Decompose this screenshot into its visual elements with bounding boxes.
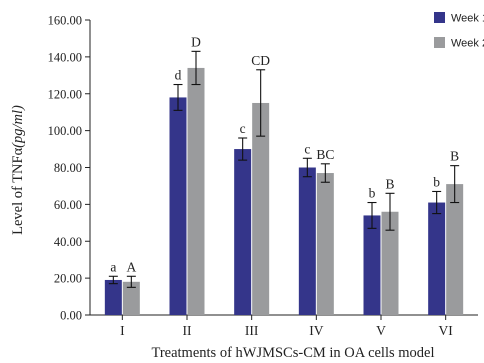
y-axis: 0.00 20.00 40.00 60.00 80.00 100.00 120.00 140.… (48, 14, 91, 323)
error-bar (385, 192, 395, 231)
legend-swatch-week-2 (434, 37, 445, 48)
bar-week-2-I (122, 281, 140, 315)
y-tick-label: 160.00 (48, 14, 82, 28)
bar-week-1-III (234, 149, 252, 315)
legend: Week 1 Week 2 (434, 12, 484, 50)
y-tick-label: 100.00 (48, 124, 82, 138)
significance-label: CD (251, 53, 270, 68)
error-bar (238, 137, 248, 161)
error-bar (450, 165, 460, 204)
error-bar (320, 163, 330, 183)
y-tick-label: 60.00 (54, 198, 82, 212)
x-axis: I II III IV V VI (90, 314, 478, 338)
bar-week-2-II (187, 67, 205, 315)
x-tick-label: VI (439, 323, 454, 338)
y-axis-title-prefix: Level of TNFα (10, 147, 26, 234)
bar-week-2-V (381, 211, 399, 315)
y-tick-label: 40.00 (54, 235, 82, 249)
x-tick-label: V (376, 323, 386, 338)
significance-label: BC (316, 147, 334, 162)
bar-week-2-III (252, 102, 270, 315)
x-axis-title: Treatments of hWJMSCs-CM in OA cells mod… (151, 345, 434, 361)
significance-label: d (175, 68, 182, 83)
error-bar (108, 275, 118, 285)
significance-label: c (240, 121, 246, 136)
y-tick-label: 140.00 (48, 50, 82, 64)
bar-week-1-II (169, 97, 187, 315)
y-tick-label: 20.00 (54, 272, 82, 286)
error-bar (432, 190, 442, 215)
legend-label-week-2: Week 2 (451, 38, 484, 50)
significance-label: c (304, 141, 310, 156)
y-axis-title-unit: (pg/ml) (10, 105, 26, 148)
error-bar (302, 157, 312, 178)
bar-week-1-V (363, 215, 381, 315)
error-bar (367, 201, 377, 229)
significance-label: D (191, 34, 201, 49)
bar-week-1-IV (298, 167, 316, 315)
bar-week-1-I (104, 279, 122, 315)
y-tick-label: 80.00 (54, 161, 82, 175)
significance-label: A (126, 259, 136, 274)
error-bars (108, 50, 460, 288)
error-bar (256, 69, 266, 137)
significance-label: a (110, 259, 116, 274)
significance-label: B (450, 149, 459, 164)
legend-swatch-week-1 (434, 12, 445, 23)
significance-label: b (369, 186, 376, 201)
x-tick-label: II (183, 323, 192, 338)
y-axis-title: Level of TNFα(pg/ml) (10, 105, 26, 235)
error-bar (191, 50, 201, 86)
error-bar (126, 275, 136, 288)
y-tick-label: 0.00 (60, 309, 82, 323)
x-tick-label: III (245, 323, 259, 338)
legend-label-week-1: Week 1 (451, 13, 484, 25)
x-tick-label: I (120, 323, 125, 338)
y-tick-label: 120.00 (48, 87, 82, 101)
significance-label: b (433, 174, 440, 189)
significance-label: B (385, 176, 394, 191)
error-bar (173, 83, 183, 111)
bars (104, 67, 464, 315)
x-tick-label: IV (309, 323, 323, 338)
bar-week-2-IV (316, 173, 334, 315)
bar-week-2-VI (446, 184, 464, 315)
bar-week-1-VI (428, 202, 446, 315)
